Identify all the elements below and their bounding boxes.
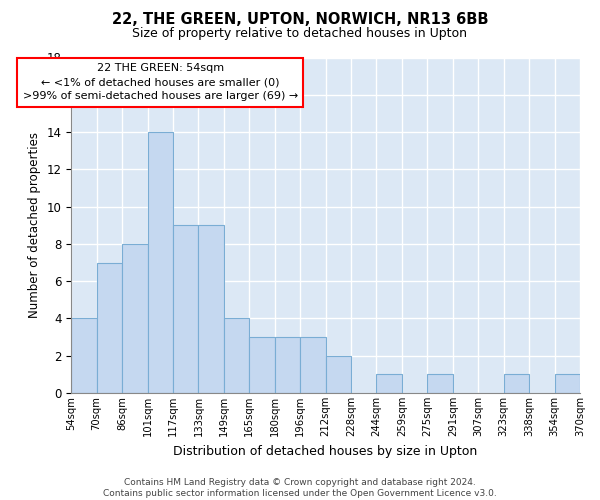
Y-axis label: Number of detached properties: Number of detached properties [28,132,41,318]
Bar [326,356,351,393]
Bar [122,244,148,393]
Bar [250,337,275,393]
Bar [300,337,326,393]
Bar [71,318,97,393]
Bar [554,374,580,393]
Bar [173,226,199,393]
Text: 22, THE GREEN, UPTON, NORWICH, NR13 6BB: 22, THE GREEN, UPTON, NORWICH, NR13 6BB [112,12,488,28]
Bar [503,374,529,393]
Bar [148,132,173,393]
Bar [199,226,224,393]
Bar [97,262,122,393]
Bar [427,374,453,393]
X-axis label: Distribution of detached houses by size in Upton: Distribution of detached houses by size … [173,444,478,458]
Text: 22 THE GREEN: 54sqm
← <1% of detached houses are smaller (0)
>99% of semi-detach: 22 THE GREEN: 54sqm ← <1% of detached ho… [23,63,298,101]
Text: Contains HM Land Registry data © Crown copyright and database right 2024.
Contai: Contains HM Land Registry data © Crown c… [103,478,497,498]
Text: Size of property relative to detached houses in Upton: Size of property relative to detached ho… [133,28,467,40]
Bar [224,318,250,393]
Bar [377,374,402,393]
Bar [275,337,300,393]
